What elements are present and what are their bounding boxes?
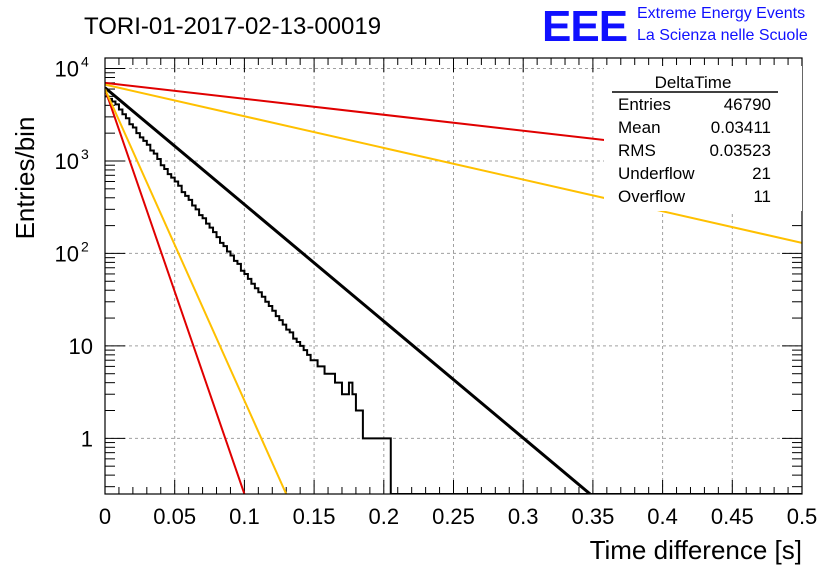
x-tick-label: 0.35 [571,504,614,529]
stats-row-label: Mean [618,118,661,137]
stats-row-value: 21 [752,164,771,183]
x-tick-label: 0.3 [508,504,539,529]
x-tick-label: 0.45 [711,504,754,529]
eee-logo-mark: EEE [542,2,627,51]
stats-row-value: 0.03523 [710,141,771,160]
x-axis-label: Time difference [s] [590,535,802,565]
delta-time-histogram [105,95,802,494]
x-tick-label: 0.1 [229,504,260,529]
y-tick-label: 10 [55,241,79,266]
x-tick-label: 0.05 [153,504,196,529]
stats-box: DeltaTime Entries 46790 Mean 0.03411 RMS 0.03… [604,66,802,211]
x-tick-label: 0 [99,504,111,529]
fit-curve-2 [105,83,802,244]
plot-frame [104,57,803,495]
fit-curve-4 [105,88,288,494]
stats-row-label: RMS [618,141,656,160]
stats-row-label: Underflow [618,164,695,183]
stats-row-value: 0.03411 [711,118,771,137]
y-tick-exponent: 2 [81,238,89,254]
eee-logo-line2: La Scienza nelle Scuole [637,27,808,44]
chart-title: TORI-01-2017-02-13-00019 [84,13,381,40]
stats-box-title: DeltaTime [655,73,732,92]
y-tick-exponent: 4 [81,54,89,70]
x-tick-label: 0.5 [787,504,818,529]
stats-row-label: Overflow [618,187,686,206]
y-tick-exponent: 3 [81,146,89,162]
x-axis-ticks: 0 0.05 0.1 0.15 0.2 0.25 0.3 0.35 0.4 0.45 0.5 [99,58,817,529]
fit-curve-0 [105,86,592,494]
stats-row-value: 46790 [724,95,771,114]
stats-row-value: 11 [753,187,771,206]
y-axis-label: Entries/bin [10,117,40,240]
eee-logo-line1: Extreme Energy Events [637,5,805,22]
y-tick-label: 10 [55,57,79,82]
x-tick-label: 0.4 [647,504,678,529]
x-tick-label: 0.15 [293,504,336,529]
x-tick-label: 0.25 [432,504,475,529]
eee-logo: EEE Extreme Energy Events La Scienza nel… [542,2,808,51]
x-tick-label: 0.2 [369,504,400,529]
y-tick-label: 10 [55,149,79,174]
fit-curve-3 [105,88,246,494]
stats-row-label: Entries [618,95,671,114]
y-tick-label: 1 [81,426,93,451]
y-tick-label: 10 [69,334,93,359]
